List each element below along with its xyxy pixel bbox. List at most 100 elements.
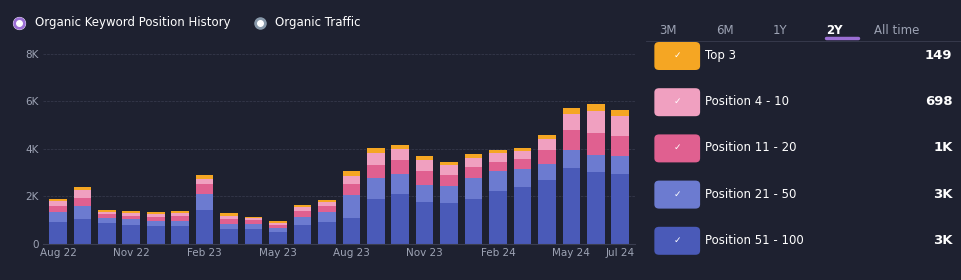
Bar xyxy=(513,169,530,187)
FancyBboxPatch shape xyxy=(653,88,700,116)
Bar xyxy=(293,216,311,225)
Bar xyxy=(464,178,481,199)
Bar xyxy=(244,218,262,220)
Bar xyxy=(611,116,628,136)
Bar xyxy=(366,148,384,153)
Bar xyxy=(586,155,604,172)
Bar xyxy=(49,201,66,206)
Bar xyxy=(562,168,579,244)
Bar xyxy=(171,216,188,221)
Text: Position 4 - 10: Position 4 - 10 xyxy=(704,95,788,108)
Bar xyxy=(269,232,286,244)
Bar xyxy=(464,199,481,244)
Bar xyxy=(366,178,384,199)
Text: Position 21 - 50: Position 21 - 50 xyxy=(704,188,796,200)
Bar xyxy=(220,224,237,229)
Bar xyxy=(342,218,359,244)
FancyBboxPatch shape xyxy=(653,227,700,255)
Bar xyxy=(74,187,91,190)
Bar xyxy=(366,165,384,178)
FancyBboxPatch shape xyxy=(653,42,700,70)
Bar xyxy=(74,206,91,219)
Bar xyxy=(171,213,188,216)
Bar xyxy=(98,218,115,223)
Bar xyxy=(464,158,481,167)
Bar xyxy=(391,149,408,160)
Bar xyxy=(147,214,164,217)
Bar xyxy=(269,223,286,225)
Text: ✓: ✓ xyxy=(673,97,680,106)
Bar xyxy=(171,226,188,244)
Text: 1Y: 1Y xyxy=(772,24,786,37)
Bar xyxy=(440,165,457,175)
Bar xyxy=(586,133,604,155)
Bar xyxy=(244,229,262,244)
Bar xyxy=(122,216,140,220)
Bar xyxy=(489,153,506,162)
Bar xyxy=(342,176,359,184)
Bar xyxy=(342,184,359,195)
Bar xyxy=(244,220,262,224)
Bar xyxy=(293,207,311,211)
Bar xyxy=(171,211,188,213)
Bar xyxy=(147,226,164,244)
Bar xyxy=(122,211,140,213)
Bar xyxy=(318,206,335,212)
Bar xyxy=(537,179,555,244)
Text: 149: 149 xyxy=(924,49,951,62)
Bar xyxy=(415,202,433,244)
Bar xyxy=(147,212,164,214)
Bar xyxy=(489,192,506,244)
Text: Position 51 - 100: Position 51 - 100 xyxy=(704,234,802,247)
Bar xyxy=(196,210,213,244)
Bar xyxy=(220,219,237,224)
Bar xyxy=(464,167,481,178)
FancyBboxPatch shape xyxy=(653,134,700,162)
Bar xyxy=(318,212,335,222)
Bar xyxy=(537,135,555,139)
Bar xyxy=(49,199,66,201)
Bar xyxy=(489,150,506,153)
Bar xyxy=(342,195,359,218)
Bar xyxy=(147,217,164,221)
Bar xyxy=(220,229,237,244)
Bar xyxy=(269,228,286,232)
Bar xyxy=(196,179,213,184)
Bar xyxy=(440,186,457,203)
Bar xyxy=(415,160,433,171)
Text: 6M: 6M xyxy=(715,24,732,37)
Bar xyxy=(366,199,384,244)
Bar xyxy=(489,162,506,171)
Bar xyxy=(318,200,335,202)
Bar xyxy=(391,174,408,194)
Bar xyxy=(318,202,335,206)
Bar xyxy=(49,222,66,244)
Bar xyxy=(98,210,115,212)
Bar xyxy=(611,156,628,174)
Bar xyxy=(464,154,481,158)
Bar xyxy=(562,114,579,130)
Bar xyxy=(586,104,604,111)
Bar xyxy=(489,171,506,192)
Bar xyxy=(440,162,457,165)
Bar xyxy=(611,136,628,156)
Bar xyxy=(74,198,91,206)
Bar xyxy=(537,150,555,164)
Bar xyxy=(49,212,66,222)
Text: Top 3: Top 3 xyxy=(704,49,735,62)
Bar xyxy=(74,219,91,244)
Bar xyxy=(366,153,384,165)
Bar xyxy=(586,111,604,133)
Text: 698: 698 xyxy=(924,95,951,108)
Bar xyxy=(196,184,213,194)
Bar xyxy=(611,110,628,116)
Bar xyxy=(196,194,213,210)
Text: ✓: ✓ xyxy=(673,143,680,152)
Text: ✓: ✓ xyxy=(673,190,680,199)
Bar xyxy=(269,225,286,228)
Bar xyxy=(415,185,433,202)
Bar xyxy=(440,203,457,244)
Text: 3M: 3M xyxy=(658,24,676,37)
Bar xyxy=(98,212,115,214)
Bar xyxy=(562,150,579,168)
